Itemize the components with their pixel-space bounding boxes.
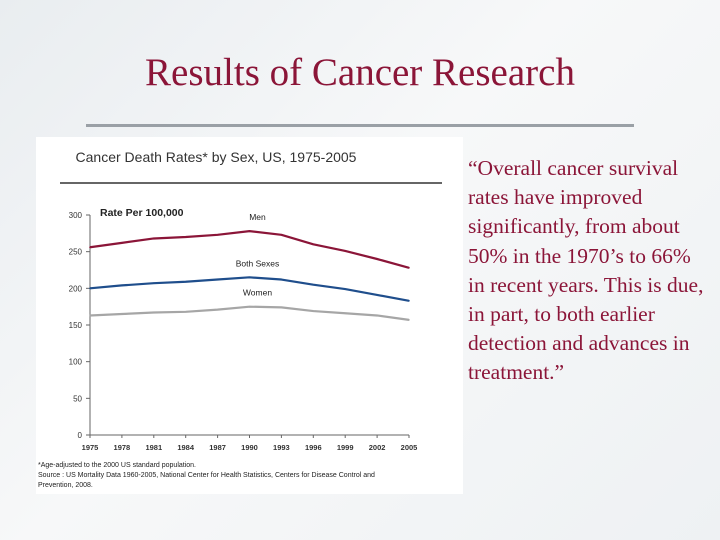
data-point [184,236,187,238]
data-point [280,306,283,309]
series-line-women [89,305,410,321]
data-point [280,234,283,236]
data-point [376,258,378,260]
y-tick-label: 250 [69,248,83,257]
x-tick-label: 1984 [177,443,195,452]
data-point [248,305,251,308]
data-point [408,267,410,269]
data-point [280,278,283,281]
x-tick-label: 1981 [145,443,162,452]
data-point [184,280,187,283]
series-label: Men [249,212,266,222]
axes: 0 50 100 150 200 250 300 1975 1978 1981 1984 1987 19… [69,211,418,452]
data-point [376,314,378,317]
data-point [89,314,91,317]
y-tick-label: 300 [69,211,83,220]
data-point [312,283,315,286]
x-tick-label: 1999 [337,443,354,452]
footnote-line: Source : US Mortality Data 1960-2005, Na… [38,472,375,479]
data-point [312,310,315,312]
data-point [344,288,347,290]
series-layer: Men Both Sexes Women [89,212,410,321]
data-point [121,284,123,287]
data-point [344,250,347,252]
footnotes: *Age-adjusted to the 2000 US standard po… [38,462,375,489]
y-tick-label: 0 [78,431,83,440]
data-point [376,294,378,296]
data-point [184,311,187,313]
data-point [153,237,155,240]
y-axis-label: Rate Per 100,000 [100,207,184,219]
x-tick-label: 1978 [114,443,131,452]
y-tick-label: 200 [69,284,83,293]
title-divider [86,124,634,127]
x-tick-label: 1996 [305,443,322,452]
data-point [89,246,91,249]
chart-panel: Cancer Death Rates* by Sex, US, 1975-200… [36,137,463,494]
data-point [121,242,123,244]
slide-title: Results of Cancer Research [145,51,575,94]
data-point [216,278,219,281]
x-tick-label: 2005 [401,443,418,452]
data-point [408,319,410,321]
quote-text: “Overall cancer survival rates have impr… [468,156,704,385]
footnote-line: Prevention, 2008. [38,482,93,489]
data-point [408,300,410,302]
y-tick-label: 150 [69,321,83,330]
chart-title: Cancer Death Rates* by Sex, US, 1975-200… [76,149,357,165]
data-point [153,311,155,314]
data-point [89,287,91,290]
data-point [216,308,219,311]
data-point [248,276,251,279]
data-point [216,234,219,236]
x-tick-label: 1975 [82,443,99,452]
series-label: Both Sexes [236,258,279,268]
x-tick-label: 1990 [241,443,258,452]
series-label: Women [243,288,272,298]
x-tick-label: 1987 [209,443,226,452]
data-point [248,230,251,232]
y-tick-label: 100 [69,358,83,367]
y-tick-label: 50 [73,394,82,403]
data-point [153,282,155,284]
data-point [344,312,347,315]
x-tick-label: 2002 [369,443,386,452]
x-tick-label: 1993 [273,443,290,452]
data-point [121,313,123,315]
line-chart: Cancer Death Rates* by Sex, US, 1975-200… [38,149,442,489]
footnote-line: *Age-adjusted to the 2000 US standard po… [38,462,196,469]
data-point [312,243,315,246]
